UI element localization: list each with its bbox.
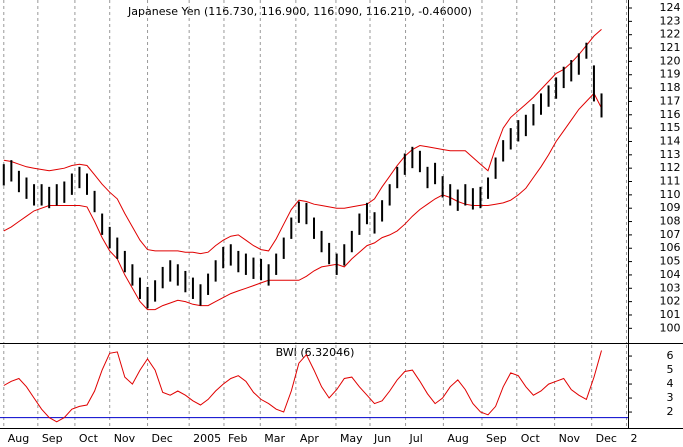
- x-tick-label: Apr: [300, 432, 320, 445]
- y-tick-label: 117: [660, 94, 681, 107]
- y-tick-label: 105: [660, 255, 681, 268]
- x-tick-label: Sep: [486, 432, 507, 445]
- x-tick-label: Dec: [152, 432, 173, 445]
- x-tick-label: May: [340, 432, 363, 445]
- y-tick-label: 102: [660, 295, 681, 308]
- y-tick-label: 124: [660, 1, 681, 14]
- x-tick-label: Aug: [447, 432, 468, 445]
- x-tick-label: Oct: [79, 432, 99, 445]
- y-tick-label: 111: [660, 175, 681, 188]
- y-tick-label: 113: [660, 148, 681, 161]
- y-tick-label: 101: [660, 308, 681, 321]
- x-tick-label: Aug: [8, 432, 29, 445]
- indicator-line: [3, 350, 602, 423]
- y-tick-label: 2: [667, 405, 674, 418]
- x-tick-label: Sep: [42, 432, 63, 445]
- y-tick-label: 120: [660, 54, 681, 67]
- y-tick-label: 106: [660, 241, 681, 254]
- y-tick-label: 112: [660, 161, 681, 174]
- y-tick-label: 116: [660, 108, 681, 121]
- x-tick-label: 2005: [193, 432, 221, 445]
- lower-band: [3, 92, 602, 311]
- y-tick-label: 110: [660, 188, 681, 201]
- x-tick-label: Nov: [114, 432, 136, 445]
- x-tick-label: Nov: [559, 432, 581, 445]
- y-tick-label: 121: [660, 41, 681, 54]
- y-tick-label: 118: [660, 81, 681, 94]
- x-tick-label: Mar: [264, 432, 285, 445]
- x-tick-label: Oct: [521, 432, 541, 445]
- y-tick-label: 109: [660, 201, 681, 214]
- x-tick-label: Dec: [596, 432, 617, 445]
- y-tick-label: 100: [660, 321, 681, 334]
- y-tick-label: 5: [667, 363, 674, 376]
- y-tick-label: 115: [660, 121, 681, 134]
- y-tick-label: 119: [660, 68, 681, 81]
- y-tick-label: 108: [660, 215, 681, 228]
- y-tick-label: 104: [660, 268, 681, 281]
- y-tick-label: 114: [660, 134, 681, 147]
- y-tick-label: 123: [660, 14, 681, 27]
- x-tick-label: Feb: [228, 432, 247, 445]
- indicator-title: BWI (6.32046): [276, 346, 355, 359]
- x-tick-label: 2: [630, 432, 637, 445]
- y-tick-label: 6: [667, 349, 674, 362]
- y-tick-label: 122: [660, 28, 681, 41]
- x-tick-label: Jun: [373, 432, 391, 445]
- y-tick-label: 107: [660, 228, 681, 241]
- x-tick-label: Jul: [409, 432, 423, 445]
- y-tick-label: 3: [667, 391, 674, 404]
- y-tick-label: 4: [667, 377, 674, 390]
- upper-band: [3, 29, 602, 255]
- y-tick-label: 103: [660, 281, 681, 294]
- chart-title: Japanese Yen (116.730, 116.900, 116.090,…: [127, 5, 472, 18]
